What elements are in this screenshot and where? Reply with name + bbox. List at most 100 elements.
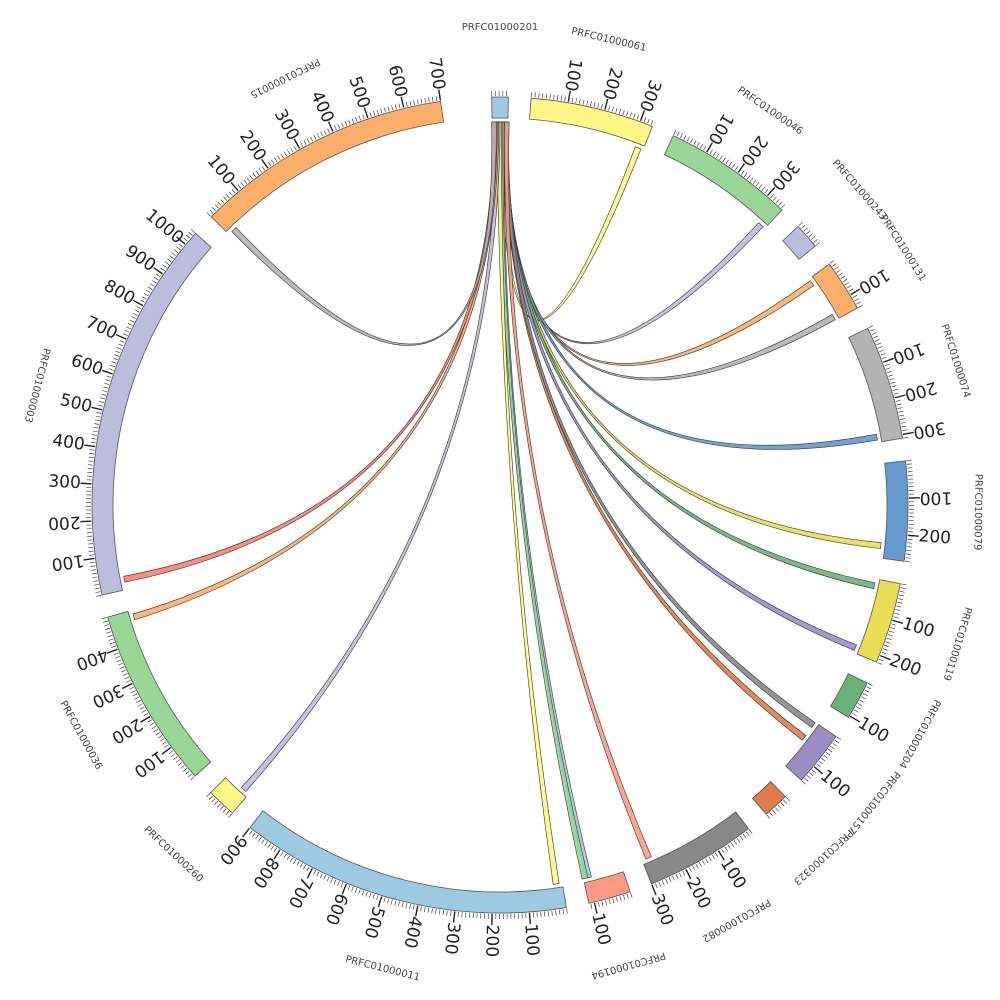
minor-tick [733, 840, 738, 845]
minor-tick [851, 712, 857, 716]
minor-tick [873, 335, 879, 339]
minor-tick [821, 757, 826, 762]
minor-tick [106, 631, 112, 634]
minor-tick [748, 829, 753, 834]
minor-tick [749, 177, 754, 182]
minor-tick [226, 194, 230, 199]
minor-tick [255, 170, 260, 175]
tick-label: 400 [399, 914, 425, 950]
minor-tick [98, 404, 104, 407]
major-tick [604, 98, 609, 110]
minor-tick [340, 882, 344, 888]
minor-tick [848, 288, 854, 292]
minor-tick [115, 655, 121, 659]
minor-tick [126, 326, 131, 330]
tick-label: 100 [854, 713, 892, 747]
contig-block-prfc01000243 [782, 225, 816, 260]
minor-tick [890, 627, 896, 630]
tick-label: 300 [270, 106, 303, 144]
major-tick [273, 849, 281, 860]
minor-tick [906, 553, 912, 555]
minor-tick [129, 686, 134, 690]
minor-tick [185, 234, 191, 239]
tick-label: 200 [902, 377, 939, 405]
minor-tick [92, 430, 98, 433]
minor-tick [431, 908, 433, 914]
tick-label: 500 [344, 74, 373, 111]
minor-tick [801, 780, 806, 785]
minor-tick [147, 286, 153, 290]
contig-label-prfc01000015: PRFC01000015 [248, 55, 321, 99]
minor-tick [905, 561, 911, 563]
minor-tick [190, 776, 195, 781]
minor-tick [728, 161, 733, 167]
minor-tick [369, 111, 372, 117]
minor-tick [88, 550, 94, 552]
minor-tick [136, 700, 141, 704]
major-tick [327, 121, 334, 132]
minor-tick [886, 637, 892, 641]
minor-tick [337, 123, 341, 129]
major-tick [849, 715, 861, 723]
minor-tick [678, 872, 682, 878]
minor-tick [881, 356, 887, 360]
contig-label-prfc01000194: PRFC01000194 [590, 949, 667, 980]
minor-tick [122, 333, 128, 337]
minor-tick [879, 349, 884, 353]
minor-tick [178, 243, 183, 248]
minor-tick [132, 693, 138, 697]
minor-tick [390, 899, 393, 905]
minor-tick [119, 666, 125, 669]
minor-tick [898, 594, 904, 597]
minor-tick [428, 97, 430, 103]
minor-tick [714, 852, 719, 858]
minor-tick [696, 142, 700, 147]
major-tick [91, 406, 103, 411]
minor-tick [376, 895, 379, 901]
minor-tick [553, 94, 555, 100]
minor-tick [105, 627, 111, 630]
minor-tick [705, 858, 709, 864]
minor-tick [104, 382, 110, 385]
minor-tick [878, 658, 884, 662]
minor-tick [91, 438, 97, 440]
minor-tick [884, 363, 890, 367]
minor-tick [887, 634, 893, 637]
major-tick [706, 142, 713, 153]
minor-tick [173, 249, 179, 254]
minor-tick [870, 328, 875, 332]
tick-label: 200 [48, 512, 81, 533]
tick-label: 800 [100, 276, 138, 309]
minor-tick [675, 874, 679, 879]
minor-tick [289, 857, 294, 863]
minor-tick [809, 772, 814, 777]
major-tick [892, 619, 904, 625]
minor-tick [886, 370, 892, 374]
minor-tick [770, 194, 774, 199]
tick-label: 200 [736, 132, 771, 170]
minor-tick [306, 866, 310, 872]
minor-tick [320, 131, 324, 137]
minor-tick [383, 107, 386, 113]
minor-tick [160, 267, 165, 272]
minor-tick [313, 135, 317, 140]
minor-tick [778, 201, 783, 206]
minor-tick [880, 353, 886, 356]
minor-tick [899, 590, 905, 593]
minor-tick [280, 851, 284, 857]
minor-tick [895, 609, 901, 612]
minor-tick [362, 114, 365, 120]
minor-tick [162, 741, 167, 745]
minor-tick [91, 572, 97, 575]
minor-tick [761, 186, 766, 192]
minor-tick [369, 892, 372, 898]
major-tick [83, 557, 95, 561]
minor-tick [708, 856, 712, 862]
minor-tick [811, 769, 816, 774]
major-tick [363, 107, 369, 119]
minor-tick [549, 94, 551, 100]
minor-tick [894, 612, 900, 615]
minor-tick [141, 709, 147, 713]
minor-tick [571, 97, 574, 103]
